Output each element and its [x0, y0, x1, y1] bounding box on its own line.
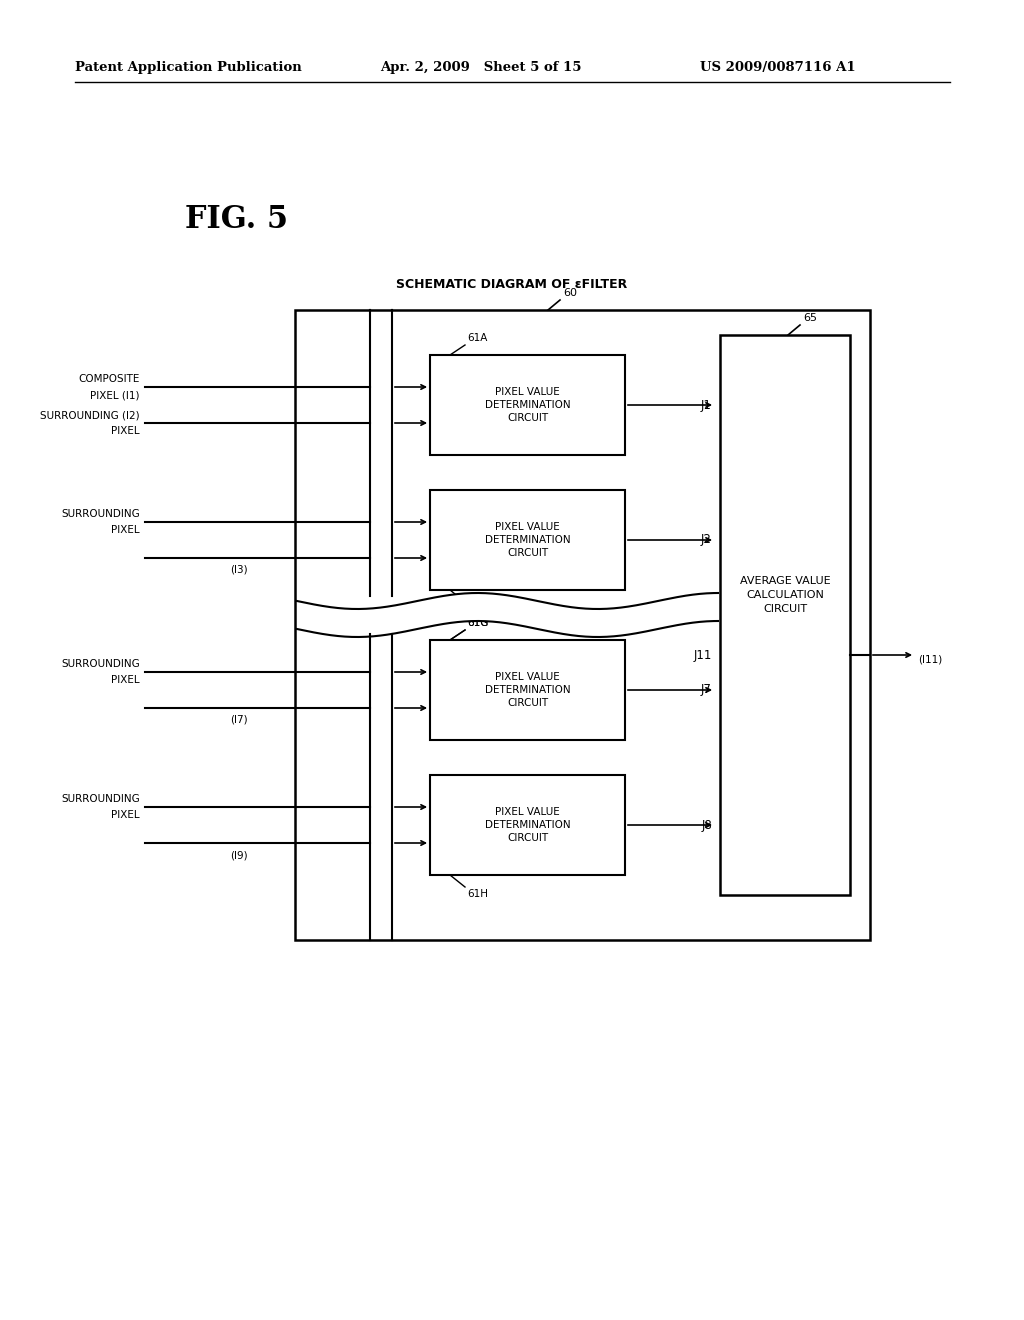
Text: PIXEL (I1): PIXEL (I1)	[90, 389, 140, 400]
Text: (I3): (I3)	[230, 565, 248, 576]
Bar	[430, 490, 625, 590]
Text: 61H: 61H	[467, 888, 488, 899]
Text: PIXEL VALUE
DETERMINATION
CIRCUIT: PIXEL VALUE DETERMINATION CIRCUIT	[484, 387, 570, 424]
Bar	[720, 335, 850, 895]
Text: PIXEL VALUE
DETERMINATION
CIRCUIT: PIXEL VALUE DETERMINATION CIRCUIT	[484, 807, 570, 843]
Text: (I9): (I9)	[230, 850, 248, 861]
Text: SURROUNDING: SURROUNDING	[61, 659, 140, 669]
Bar	[295, 310, 870, 940]
Text: J7: J7	[701, 684, 712, 697]
Text: J2: J2	[701, 533, 712, 546]
Polygon shape	[297, 593, 718, 638]
Text: FIG. 5: FIG. 5	[185, 205, 288, 235]
Text: SURROUNDING: SURROUNDING	[61, 795, 140, 804]
Text: PIXEL VALUE
DETERMINATION
CIRCUIT: PIXEL VALUE DETERMINATION CIRCUIT	[484, 672, 570, 709]
Text: PIXEL: PIXEL	[112, 525, 140, 535]
Text: (I7): (I7)	[230, 715, 248, 725]
Text: PIXEL VALUE
DETERMINATION
CIRCUIT: PIXEL VALUE DETERMINATION CIRCUIT	[484, 521, 570, 558]
Text: J11: J11	[693, 648, 712, 661]
Text: PIXEL: PIXEL	[112, 810, 140, 820]
Text: 61G: 61G	[467, 618, 488, 628]
Text: SCHEMATIC DIAGRAM OF εFILTER: SCHEMATIC DIAGRAM OF εFILTER	[396, 279, 628, 292]
Text: 61A: 61A	[467, 333, 487, 343]
Text: AVERAGE VALUE
CALCULATION
CIRCUIT: AVERAGE VALUE CALCULATION CIRCUIT	[739, 576, 830, 614]
Text: PIXEL: PIXEL	[112, 675, 140, 685]
Text: 60: 60	[563, 288, 577, 298]
Bar	[430, 640, 625, 741]
Text: Apr. 2, 2009   Sheet 5 of 15: Apr. 2, 2009 Sheet 5 of 15	[380, 62, 582, 74]
Text: (I11): (I11)	[918, 655, 942, 665]
Text: 61G: 61G	[467, 618, 488, 628]
Text: COMPOSITE: COMPOSITE	[79, 374, 140, 384]
Text: SURROUNDING (I2): SURROUNDING (I2)	[40, 411, 140, 420]
Bar	[430, 355, 625, 455]
Text: PIXEL: PIXEL	[112, 426, 140, 436]
Text: J1: J1	[701, 399, 712, 412]
Text: US 2009/0087116 A1: US 2009/0087116 A1	[700, 62, 856, 74]
Text: 61B: 61B	[467, 605, 487, 614]
Text: SURROUNDING: SURROUNDING	[61, 510, 140, 519]
Text: 65: 65	[803, 313, 817, 323]
Text: J8: J8	[701, 818, 712, 832]
Bar	[430, 775, 625, 875]
Text: Patent Application Publication: Patent Application Publication	[75, 62, 302, 74]
